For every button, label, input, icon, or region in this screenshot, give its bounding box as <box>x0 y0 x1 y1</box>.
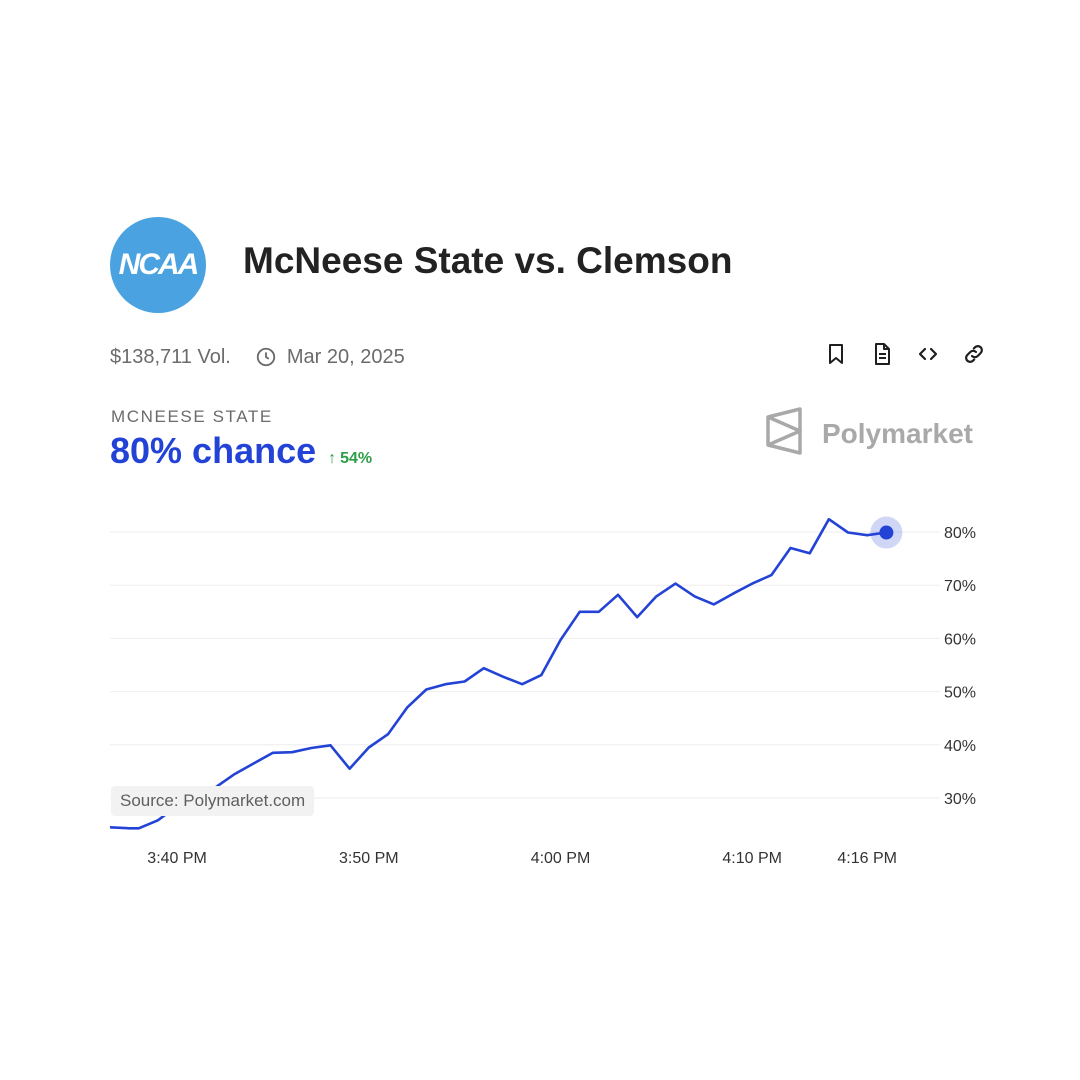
outcome-label: MCNEESE STATE <box>111 407 273 426</box>
bookmark-icon[interactable] <box>824 342 848 366</box>
action-toolbar <box>824 342 986 366</box>
volume-text: $138,711 Vol. <box>110 345 231 368</box>
brand-name: Polymarket <box>822 417 973 449</box>
series-line <box>109 517 887 830</box>
current-point[interactable] <box>879 525 894 540</box>
y-tick-label: 70% <box>944 578 976 595</box>
x-tick-label: 4:00 PM <box>531 850 591 867</box>
y-tick-label: 80% <box>944 525 976 542</box>
x-tick-label: 3:40 PM <box>147 850 207 867</box>
market-date: Mar 20, 2025 <box>286 345 405 368</box>
y-tick-label: 40% <box>944 738 976 755</box>
market-meta: $138,711 Vol. Mar 20, 2025 <box>110 344 405 370</box>
source-label: Source: Polymarket.com <box>111 786 315 816</box>
polymarket-logo-icon <box>764 407 804 460</box>
clock-icon <box>255 346 277 368</box>
x-tick-label: 3:50 PM <box>339 850 399 867</box>
y-tick-label: 60% <box>944 631 976 648</box>
logo-text: NCAA <box>118 248 200 281</box>
chance-value: 80% chance <box>110 430 317 471</box>
change-indicator: ↑ 54% <box>328 450 372 468</box>
chance-row: 80% chance ↑ 54% <box>110 430 372 472</box>
market-title: McNeese State vs. Clemson <box>243 240 733 281</box>
ncaa-logo: NCAA <box>110 217 206 313</box>
grid-lines <box>110 531 940 799</box>
x-tick-label: 4:16 PM <box>837 850 897 867</box>
y-tick-label: 30% <box>944 791 976 808</box>
x-tick-label: 4:10 PM <box>722 850 782 867</box>
link-icon[interactable] <box>962 342 986 366</box>
series-layer <box>109 516 903 830</box>
y-tick-label: 50% <box>944 685 976 702</box>
arrow-up-icon: ↑ <box>328 450 337 467</box>
x-axis-labels: 3:40 PM 3:50 PM 4:00 PM 4:10 PM 4:16 PM <box>147 850 897 867</box>
polymarket-brand: Polymarket <box>764 407 973 460</box>
document-icon[interactable] <box>870 342 894 366</box>
change-value: 54% <box>340 450 373 467</box>
y-axis-labels: 30% 40% 50% 60% 70% 80% <box>944 525 976 808</box>
code-icon[interactable] <box>916 342 940 366</box>
